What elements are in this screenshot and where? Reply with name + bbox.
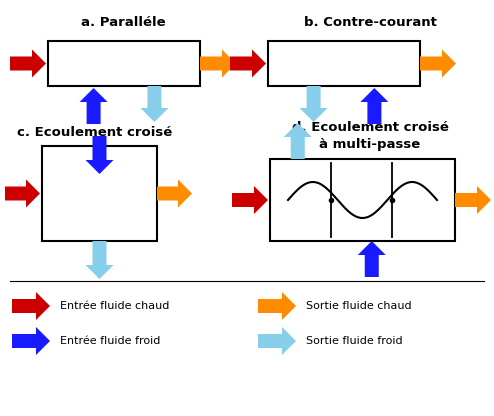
Text: Sortie fluide froid: Sortie fluide froid: [306, 336, 403, 346]
FancyArrow shape: [455, 186, 491, 214]
Text: Entrée fluide chaud: Entrée fluide chaud: [60, 301, 169, 311]
FancyArrow shape: [5, 179, 40, 208]
FancyArrow shape: [361, 88, 388, 124]
FancyArrow shape: [85, 136, 114, 174]
Text: b. Contre-courant: b. Contre-courant: [303, 16, 436, 29]
Bar: [42, 146, 157, 241]
FancyArrow shape: [232, 186, 268, 214]
FancyArrow shape: [420, 50, 456, 77]
Bar: [48, 41, 200, 86]
FancyArrow shape: [200, 50, 236, 77]
Text: à multi-passe: à multi-passe: [320, 138, 420, 151]
Text: Sortie fluide chaud: Sortie fluide chaud: [306, 301, 412, 311]
FancyArrow shape: [80, 88, 108, 124]
FancyArrow shape: [299, 86, 328, 122]
Text: a. Paralléle: a. Paralléle: [81, 16, 165, 29]
FancyArrow shape: [10, 50, 46, 77]
FancyArrow shape: [12, 327, 50, 355]
Bar: [268, 41, 420, 86]
FancyArrow shape: [12, 292, 50, 320]
Text: Entrée fluide froid: Entrée fluide froid: [60, 336, 161, 346]
FancyArrow shape: [140, 86, 168, 122]
FancyArrow shape: [284, 123, 312, 159]
Bar: [270, 159, 455, 241]
FancyArrow shape: [157, 179, 192, 208]
FancyArrow shape: [258, 327, 296, 355]
Text: c. Ecoulement croisé: c. Ecoulement croisé: [17, 126, 172, 139]
Text: d. Ecoulement croisé: d. Ecoulement croisé: [291, 121, 449, 134]
FancyArrow shape: [230, 50, 266, 77]
FancyArrow shape: [358, 241, 386, 277]
FancyArrow shape: [258, 292, 296, 320]
FancyArrow shape: [85, 241, 114, 279]
